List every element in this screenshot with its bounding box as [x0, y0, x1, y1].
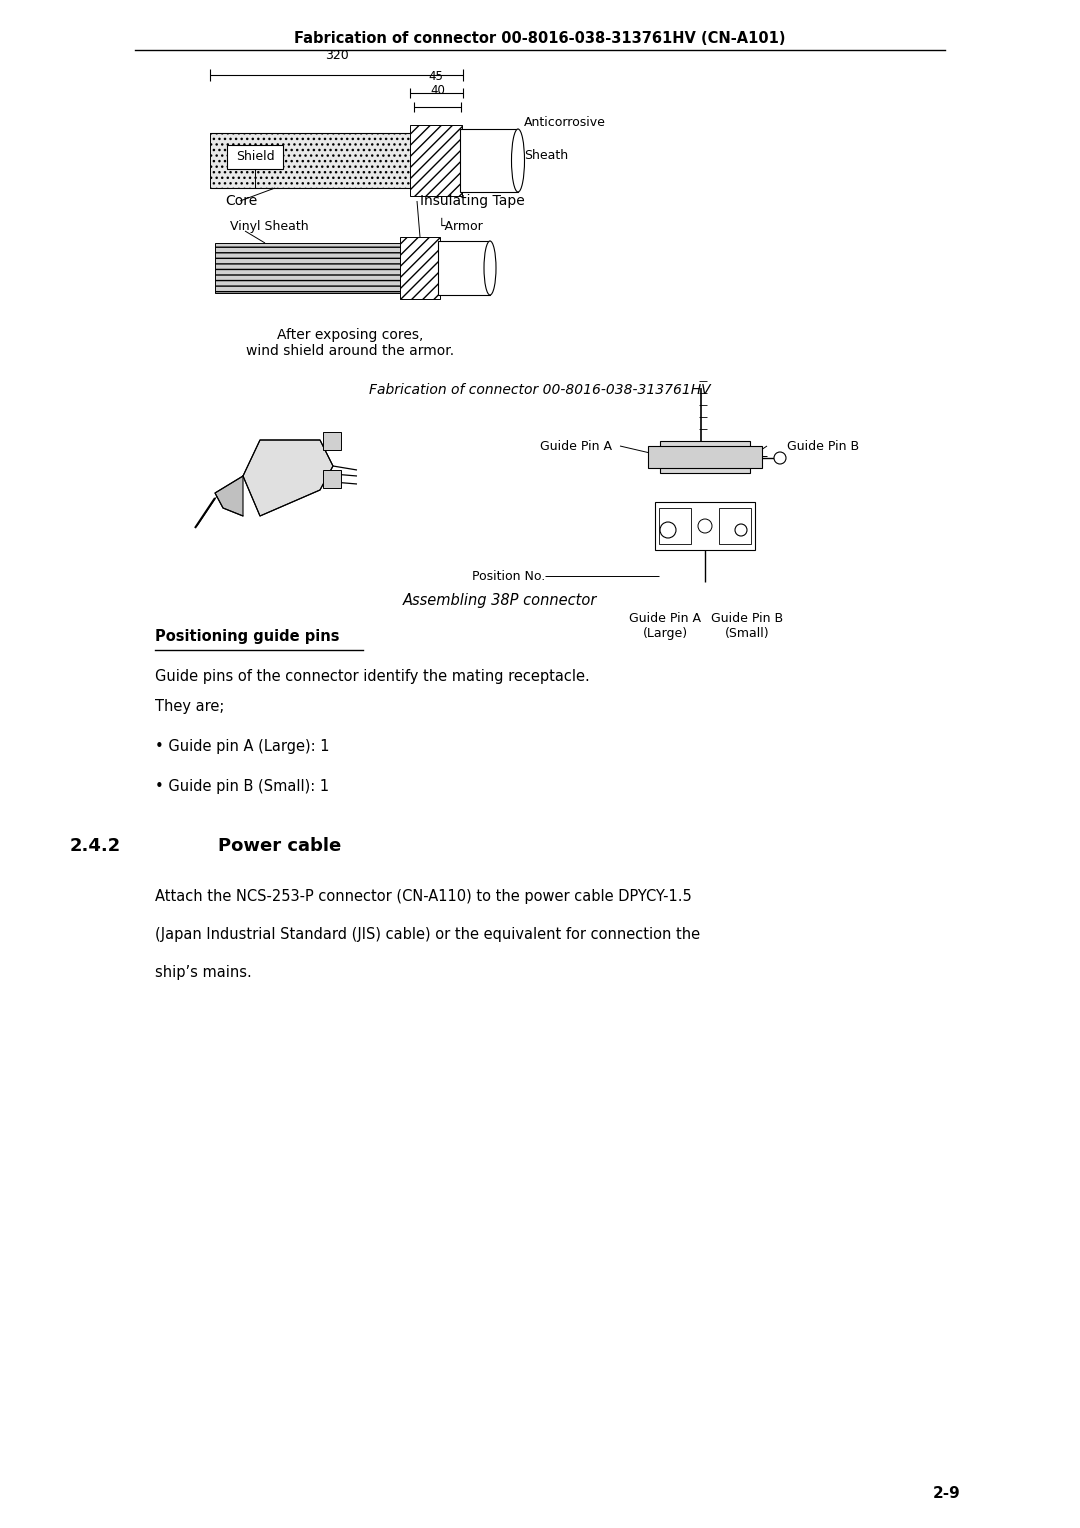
Text: Guide pins of the connector identify the mating receptacle.: Guide pins of the connector identify the…: [156, 669, 590, 683]
Text: • Guide pin A (Large): 1: • Guide pin A (Large): 1: [156, 738, 329, 753]
Bar: [400, 237, 440, 299]
Text: 2.4.2: 2.4.2: [70, 837, 121, 856]
Text: Power cable: Power cable: [218, 837, 341, 856]
Text: Sheath: Sheath: [524, 148, 568, 162]
Text: Assembling 38P connector: Assembling 38P connector: [403, 593, 597, 608]
Bar: [648, 446, 762, 468]
Bar: [323, 471, 341, 487]
Text: 45: 45: [429, 70, 444, 83]
Text: └Armor: └Armor: [438, 220, 484, 232]
Text: Core: Core: [225, 194, 257, 208]
Bar: [210, 133, 465, 188]
Bar: [438, 241, 490, 295]
Text: Anticorrosive: Anticorrosive: [524, 116, 606, 128]
Bar: [659, 507, 691, 544]
Ellipse shape: [484, 241, 496, 295]
Text: Guide Pin A: Guide Pin A: [540, 440, 612, 452]
Text: Positioning guide pins: Positioning guide pins: [156, 628, 339, 643]
Bar: [215, 243, 415, 293]
Polygon shape: [243, 440, 333, 516]
Circle shape: [698, 520, 712, 533]
Text: They are;: They are;: [156, 698, 225, 714]
Text: (Japan Industrial Standard (JIS) cable) or the equivalent for connection the: (Japan Industrial Standard (JIS) cable) …: [156, 926, 700, 941]
Bar: [323, 432, 341, 451]
Bar: [460, 128, 518, 193]
Text: Insulating Tape: Insulating Tape: [420, 194, 525, 208]
Ellipse shape: [512, 128, 525, 193]
Bar: [654, 503, 755, 550]
Text: After exposing cores,
wind shield around the armor.: After exposing cores, wind shield around…: [246, 329, 454, 358]
Circle shape: [774, 452, 786, 465]
Text: Fabrication of connector 00-8016-038-313761HV (CN-A101): Fabrication of connector 00-8016-038-313…: [294, 31, 786, 46]
Bar: [719, 507, 751, 544]
Text: Shield: Shield: [235, 150, 274, 163]
Text: • Guide pin B (Small): 1: • Guide pin B (Small): 1: [156, 778, 329, 793]
Text: Guide Pin B: Guide Pin B: [787, 440, 859, 452]
Bar: [410, 125, 462, 196]
Text: Guide Pin B
(Small): Guide Pin B (Small): [711, 613, 783, 640]
Text: 40: 40: [430, 84, 445, 96]
Text: Position No.: Position No.: [472, 570, 545, 582]
Text: Fabrication of connector 00-8016-038-313761HV: Fabrication of connector 00-8016-038-313…: [369, 384, 711, 397]
FancyBboxPatch shape: [227, 145, 283, 168]
Text: Guide Pin A
(Large): Guide Pin A (Large): [629, 613, 701, 640]
Text: Attach the NCS-253-P connector (CN-A110) to the power cable DPYCY-1.5: Attach the NCS-253-P connector (CN-A110)…: [156, 888, 692, 903]
Polygon shape: [215, 477, 243, 516]
Circle shape: [735, 524, 747, 536]
Text: Vinyl Sheath: Vinyl Sheath: [230, 220, 309, 232]
Text: ship’s mains.: ship’s mains.: [156, 964, 252, 979]
Text: 2-9: 2-9: [932, 1485, 960, 1500]
Text: 320: 320: [325, 49, 349, 63]
Bar: [660, 442, 750, 474]
Circle shape: [660, 523, 676, 538]
